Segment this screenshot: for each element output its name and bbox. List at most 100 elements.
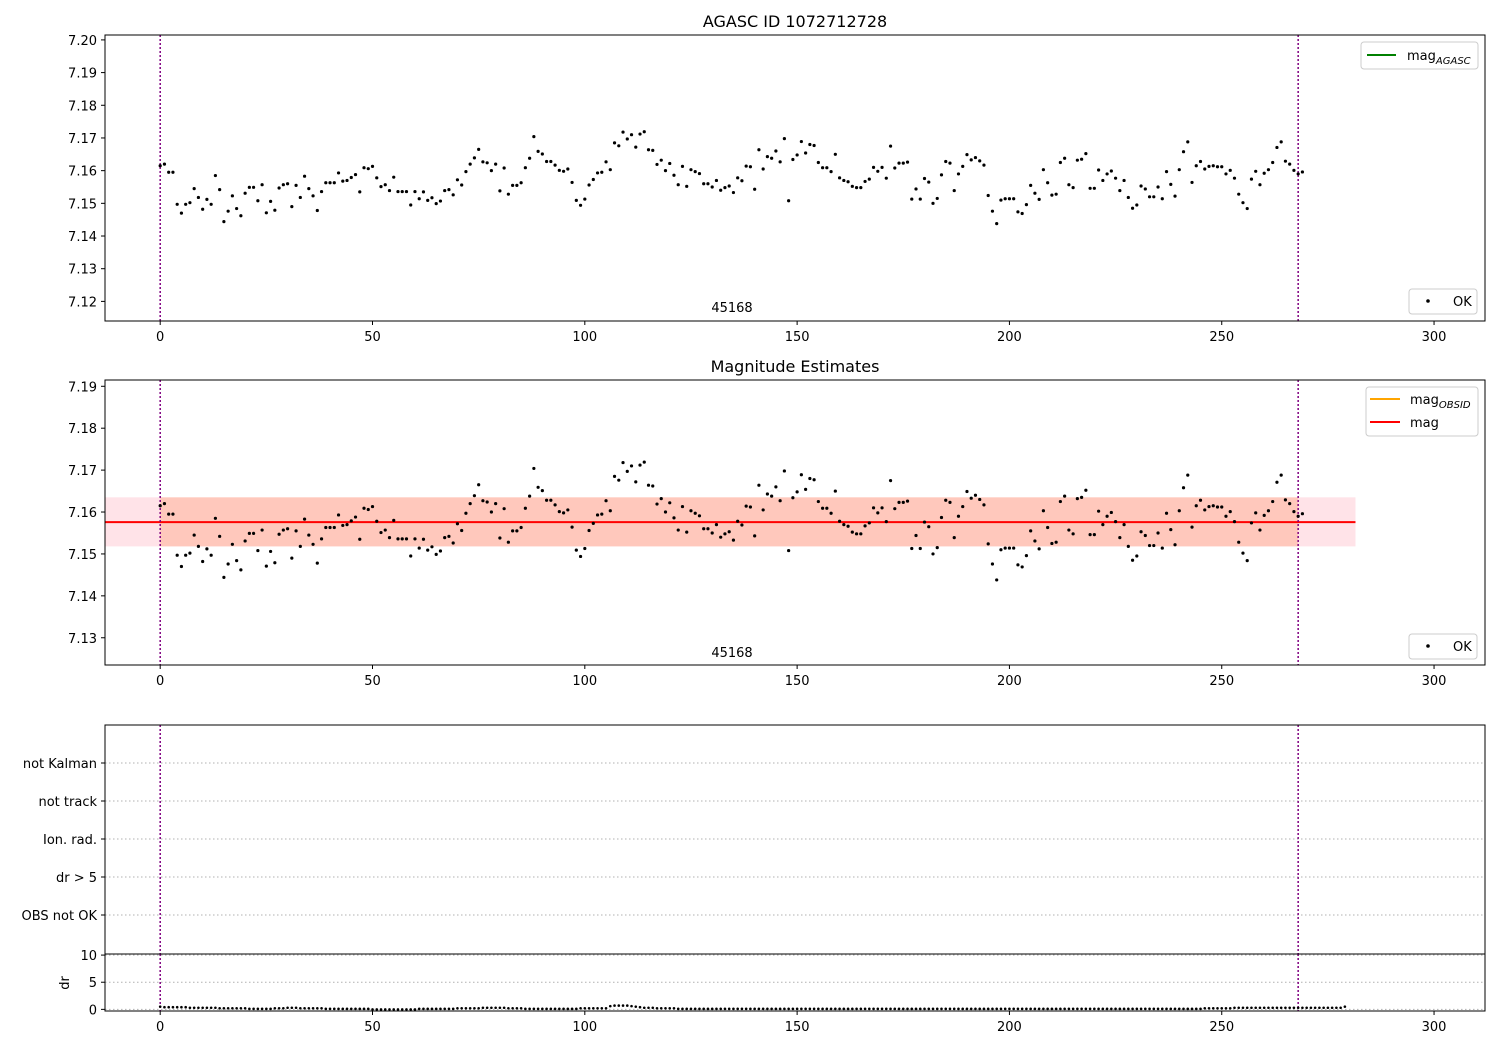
dr-point-113 bbox=[638, 1005, 642, 1009]
agasc-point-66 bbox=[438, 199, 443, 203]
agasc-point-127 bbox=[697, 171, 702, 176]
dr-point-196 bbox=[991, 1007, 994, 1011]
magest-point-47 bbox=[358, 537, 362, 541]
magest-point-170 bbox=[880, 506, 884, 510]
agasc-point-183 bbox=[935, 196, 939, 201]
dr-point-28 bbox=[277, 1006, 281, 1010]
magest-point-218 bbox=[1084, 488, 1088, 492]
dr-point-117 bbox=[655, 1006, 659, 1010]
agasc-point-168 bbox=[871, 165, 876, 169]
agasc-point-32 bbox=[294, 183, 298, 187]
agasc-point-158 bbox=[829, 170, 833, 174]
magest-point-115 bbox=[646, 483, 651, 487]
dr-point-263 bbox=[1275, 1006, 1279, 1010]
magest-point-203 bbox=[1020, 565, 1024, 569]
agasc-point-78 bbox=[489, 169, 493, 173]
panel-dr: 0 50 100 150 200 250 300 0 5 10 dr bbox=[58, 949, 1486, 1035]
dr-point-198 bbox=[999, 1007, 1003, 1011]
magest-point-98 bbox=[574, 548, 578, 552]
panel-magnitude-estimates: Magnitude Estimates 0 50 100 150 200 250 300 7… bbox=[68, 357, 1486, 689]
agasc-point-106 bbox=[608, 168, 612, 172]
dr-xtick-label-250: 250 bbox=[1209, 1020, 1234, 1035]
agasc-point-26 bbox=[269, 199, 273, 203]
dr-point-193 bbox=[978, 1007, 982, 1011]
magest-xtick-label-50: 50 bbox=[364, 674, 381, 689]
agasc-point-247 bbox=[1207, 164, 1211, 168]
magest-point-94 bbox=[557, 510, 561, 514]
magest-point-57 bbox=[400, 537, 404, 541]
agasc-point-23 bbox=[256, 199, 260, 203]
magest-point-88 bbox=[532, 466, 536, 471]
dr-ytick-label-0: 0 bbox=[89, 1003, 97, 1018]
agasc-point-144 bbox=[770, 156, 774, 160]
agasc-point-267 bbox=[1292, 168, 1296, 172]
dr-point-6 bbox=[184, 1005, 187, 1009]
agasc-point-100 bbox=[583, 197, 587, 201]
magest-point-79 bbox=[494, 502, 498, 506]
agasc-point-150 bbox=[795, 153, 799, 157]
dr-point-199 bbox=[1003, 1007, 1007, 1011]
dr-point-99 bbox=[579, 1006, 582, 1010]
magest-point-245 bbox=[1198, 498, 1203, 502]
dr-point-268 bbox=[1296, 1006, 1300, 1010]
magest-point-269 bbox=[1300, 512, 1305, 516]
magest-point-24 bbox=[260, 528, 264, 532]
magest-point-120 bbox=[668, 501, 672, 505]
magest-point-164 bbox=[854, 532, 859, 536]
dr-point-240 bbox=[1177, 1007, 1181, 1011]
magest-point-169 bbox=[876, 511, 880, 515]
agasc-point-259 bbox=[1258, 183, 1262, 187]
dr-point-141 bbox=[757, 1007, 761, 1011]
agasc-point-95 bbox=[561, 169, 566, 173]
dr-point-255 bbox=[1241, 1006, 1245, 1010]
panel-flags: not Kalman not track Ion. rad. dr > 5 OBS no… bbox=[22, 724, 1486, 955]
magest-point-127 bbox=[697, 514, 702, 518]
dr-point-121 bbox=[672, 1006, 676, 1010]
dr-point-48 bbox=[362, 1007, 366, 1011]
dr-point-68 bbox=[447, 1007, 451, 1011]
agasc-point-174 bbox=[897, 161, 901, 165]
dr-point-8 bbox=[192, 1006, 196, 1010]
magest-point-233 bbox=[1147, 543, 1152, 548]
magest-point-34 bbox=[302, 517, 307, 521]
dr-point-253 bbox=[1233, 1006, 1236, 1010]
dr-point-124 bbox=[685, 1007, 689, 1011]
agasc-point-3 bbox=[171, 170, 175, 174]
agasc-point-146 bbox=[778, 160, 782, 164]
dr-point-53 bbox=[383, 1008, 387, 1011]
dr-point-101 bbox=[587, 1006, 591, 1010]
agasc-point-147 bbox=[782, 137, 786, 141]
dr-point-151 bbox=[800, 1007, 803, 1011]
magest-point-177 bbox=[910, 546, 914, 551]
dr-point-9 bbox=[197, 1006, 200, 1010]
magest-point-210 bbox=[1050, 541, 1054, 546]
agasc-point-90 bbox=[540, 152, 544, 156]
magest-point-163 bbox=[850, 530, 854, 534]
magest-point-132 bbox=[719, 535, 723, 539]
magest-point-151 bbox=[799, 473, 803, 477]
magest-point-182 bbox=[931, 552, 935, 556]
dr-point-145 bbox=[774, 1007, 778, 1011]
agasc-point-220 bbox=[1092, 186, 1096, 190]
agasc-point-255 bbox=[1241, 201, 1245, 205]
magest-ytick-label-6: 7.19 bbox=[68, 380, 97, 395]
agasc-point-14 bbox=[218, 188, 222, 192]
agasc-point-139 bbox=[748, 165, 753, 169]
dr-point-89 bbox=[536, 1007, 540, 1011]
dr-point-82 bbox=[507, 1006, 510, 1010]
dr-point-214 bbox=[1067, 1007, 1071, 1011]
magest-point-81 bbox=[502, 507, 506, 511]
magest-point-29 bbox=[281, 528, 285, 532]
agasc-point-114 bbox=[642, 130, 646, 134]
dr-point-167 bbox=[868, 1007, 871, 1011]
magest-point-249 bbox=[1215, 505, 1220, 509]
agasc-point-35 bbox=[307, 187, 311, 191]
agasc-point-28 bbox=[277, 186, 281, 190]
agasc-point-19 bbox=[239, 214, 243, 218]
dr-point-77 bbox=[485, 1006, 489, 1010]
agasc-point-70 bbox=[455, 178, 460, 182]
agasc-point-211 bbox=[1054, 192, 1058, 196]
magest-point-32 bbox=[294, 529, 298, 533]
magest-point-130 bbox=[710, 531, 714, 535]
